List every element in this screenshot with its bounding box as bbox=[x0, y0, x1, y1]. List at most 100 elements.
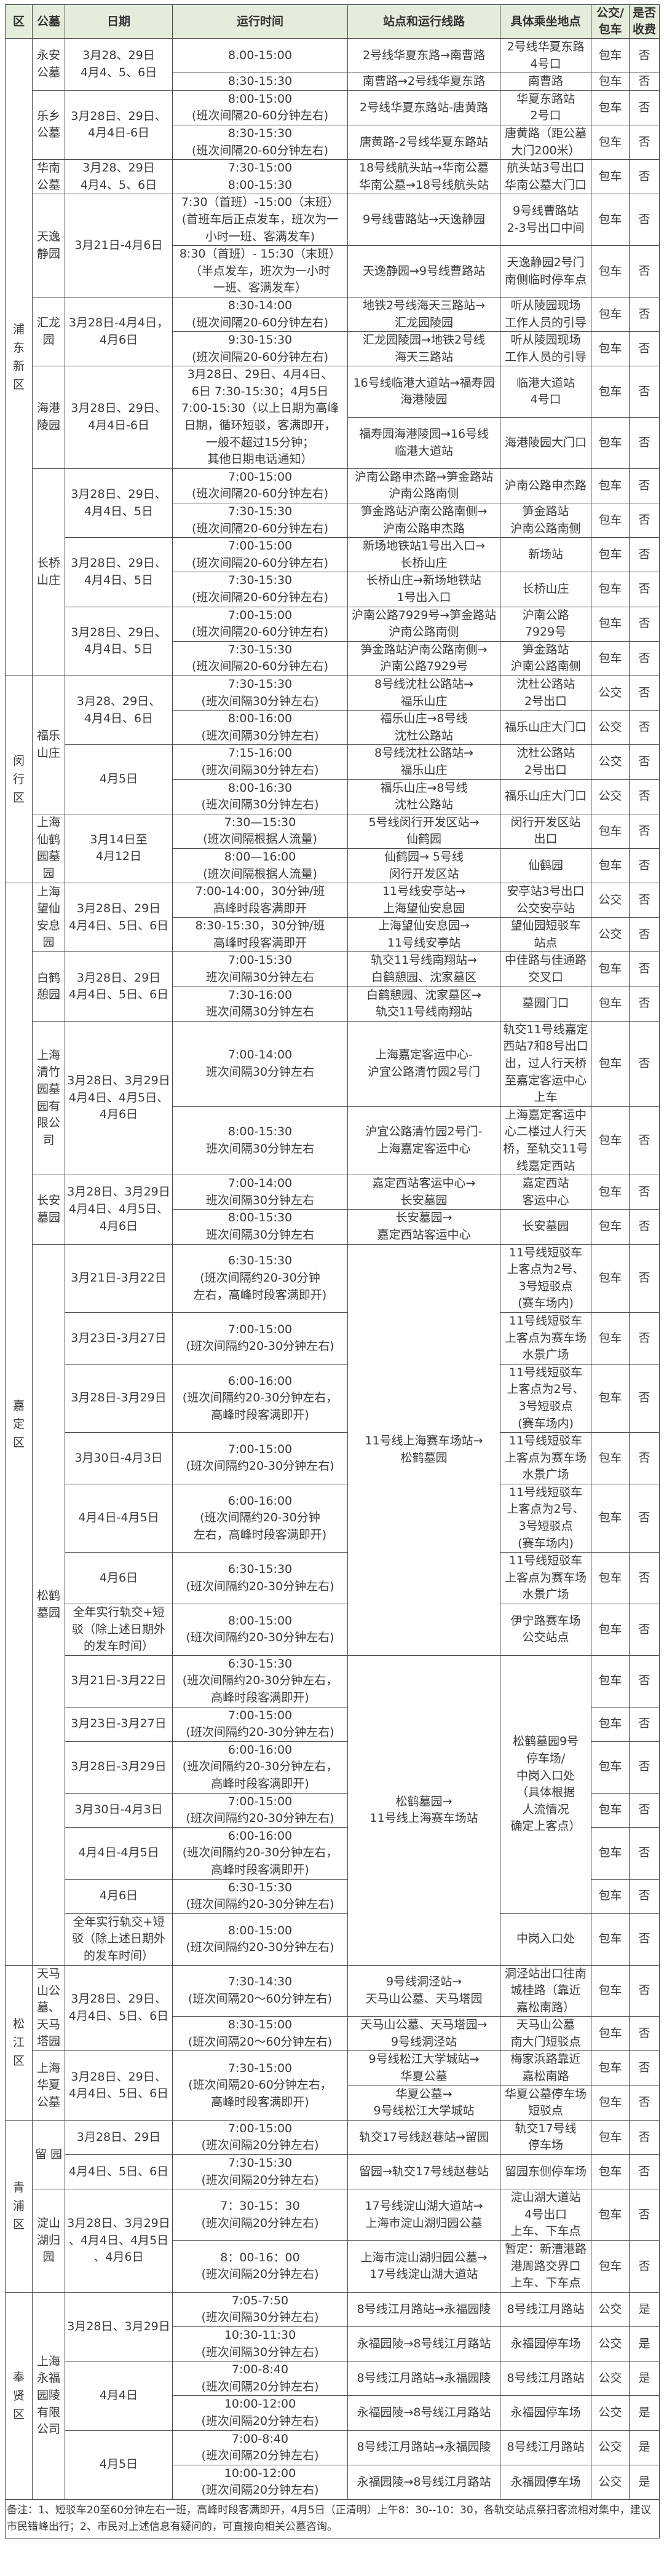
pickup-location-cell: 华夏公墓停车场 短驳点 bbox=[500, 2085, 591, 2121]
fee-cell: 否 bbox=[629, 1878, 660, 1914]
vehicle-type-cell: 包车 bbox=[591, 2154, 630, 2190]
route-cell: 16号线临港大道站→福寿园 海港陵园 bbox=[347, 366, 500, 418]
fee-cell: 否 bbox=[629, 37, 660, 74]
vehicle-type-cell: 包车 bbox=[591, 1878, 630, 1914]
pickup-location-cell: 望仙园短驳车 站点 bbox=[500, 917, 591, 953]
fee-cell: 否 bbox=[629, 503, 660, 538]
route-cell: 8号线江月路站→永福园陵 bbox=[347, 2291, 500, 2327]
pickup-location-cell: 永福园停车场 bbox=[500, 2395, 591, 2431]
fee-cell: 否 bbox=[629, 2154, 660, 2190]
fee-cell: 否 bbox=[629, 951, 660, 987]
route-cell: 8号线沈杜公路站→ 福乐山庄 bbox=[347, 744, 500, 780]
table-row: 上海清竹园墓园有限公司 3月28日、3月29日 4月4日、4月5日、 4月6日 7:… bbox=[6, 1020, 660, 1176]
cemetery-cell: 上海望仙安息园 bbox=[32, 883, 65, 953]
vehicle-type-cell: 包车 bbox=[591, 1020, 630, 1107]
time-cell: 7:30-15:30 (班次间隔20-60分钟左右) bbox=[172, 572, 348, 607]
route-cell: 9号线洞泾站→ 天马山公墓、天马塔园 bbox=[347, 1964, 500, 2017]
vehicle-type-cell: 包车 bbox=[591, 2016, 630, 2052]
date-cell: 3月28日-3月29日 bbox=[65, 1741, 173, 1794]
vehicle-type-cell: 公交 bbox=[591, 917, 630, 953]
time-cell: 8:30（首班）- 15:30（末班） （半点发车，班次为一小时 一班、客满发车… bbox=[172, 245, 348, 297]
time-cell: 6:00-16:00 (班次间隔约20-30分钟 左右，高峰时段客满即开) bbox=[172, 1483, 348, 1553]
time-cell: 7：30-15：30 (班次间隔20分钟左右) bbox=[172, 2189, 348, 2241]
table-row: 8:00-16:00 (班次间隔30分钟左右) 福乐山庄→8号线 沈杜公路站 福乐山… bbox=[6, 710, 660, 746]
vehicle-type-cell: 包车 bbox=[591, 1209, 630, 1245]
time-cell: 7:30-15:30 (班次间隔20-60分钟左右) bbox=[172, 640, 348, 676]
district-label: 嘉定区 bbox=[13, 1398, 25, 1449]
table-row: 汇龙园 3月28日-4月4日， 4月6日 8:30-14:00 (班次间隔20-60… bbox=[6, 296, 660, 367]
time-cell: 7:30-15:30 (班次间隔30分钟左右) bbox=[172, 675, 348, 711]
route-cell: 2号线华夏东路站-唐黄路 bbox=[347, 90, 500, 125]
date-cell: 全年实行轨交+短 驳（除上述日期外 的发车时间） bbox=[65, 1913, 173, 1966]
fee-cell: 否 bbox=[629, 2240, 660, 2293]
table-header-row: 区 公墓 日期 运行时间 站点和运行线路 具体乘坐地点 公交/ 包车 是否 收费 bbox=[5, 4, 660, 39]
time-cell: 3月28日、29日、4月4日、 6日 7:30-15:30；4月5日 7:00-… bbox=[172, 366, 348, 469]
vehicle-type-cell: 公交 bbox=[591, 2291, 630, 2327]
time-cell: 7:30-16:00 班次间隔30分钟左右 bbox=[172, 986, 348, 1022]
header-cemetery: 公墓 bbox=[32, 4, 65, 39]
route-cell: 5号线闵行开发区站→ 仙鹤园 bbox=[347, 813, 500, 849]
time-cell: 7:00-8:40 (班次间隔20分钟左右) bbox=[172, 2430, 348, 2465]
fee-cell: 否 bbox=[629, 1792, 660, 1828]
pickup-location-cell: 福乐山庄大门口 bbox=[500, 710, 591, 746]
fee-cell: 否 bbox=[629, 331, 660, 367]
pickup-location-cell: 11号线短驳车 上客点为赛车场 水景广场 bbox=[500, 1432, 591, 1484]
fee-cell: 否 bbox=[629, 159, 660, 195]
table-row: 全年实行轨交+短 驳（除上述日期外 的发车时间） 8:00-15:00 (班次间隔… bbox=[6, 1604, 660, 1656]
date-cell: 4月5日 bbox=[65, 2430, 173, 2500]
table-row: 闵行区 福乐山庄 3月28、29日、 4月4日、6日 7:30-15:30 (班次间隔… bbox=[5, 675, 660, 884]
district-cell: 松江区 bbox=[5, 1964, 33, 2121]
time-cell: 7:00-15:00 (班次间隔20-60分钟左右) bbox=[172, 606, 348, 642]
date-cell: 4月4日-4月5日 bbox=[65, 1483, 173, 1553]
table-row: 浦东新区 永安公墓 3月28、29日 4月4、5、6日 8.00-15:00 2号线华夏… bbox=[5, 37, 660, 676]
vehicle-type-cell: 包车 bbox=[591, 1483, 630, 1553]
pickup-location-cell: 嘉定西站 客运中心 bbox=[500, 1175, 591, 1210]
pickup-location-cell: 轨交11号线嘉定 西站7和8号出口 出，过人行天桥 至嘉定客运中心 上车 bbox=[500, 1020, 591, 1107]
pickup-location-cell: 新场站 bbox=[500, 537, 591, 573]
table-row: 3月23日-3月27日 7:00-15:00 (班次间隔约20-30分钟左右) 包车… bbox=[6, 1706, 660, 1742]
cemetery-cell: 白鹤憩园 bbox=[32, 951, 65, 1022]
vehicle-type-cell: 公交 bbox=[591, 675, 630, 711]
vehicle-type-cell: 包车 bbox=[591, 194, 630, 246]
table-row: 10:00-12:00 (班次间隔20分钟左右) 永福园陵→8号线江月路站 永福园停… bbox=[6, 2395, 660, 2431]
route-cell: 华夏公墓→ 9号线松江大学城站 bbox=[347, 2085, 500, 2121]
pickup-location-cell: 伊宁路赛车场 公交站点 bbox=[500, 1604, 591, 1656]
fee-cell: 是 bbox=[629, 2326, 660, 2362]
time-cell: 8:00-15:00 (班次间隔约20-30分钟左右) bbox=[172, 1913, 348, 1966]
vehicle-type-cell: 包车 bbox=[591, 1655, 630, 1707]
time-cell: 8:30-14:00 (班次间隔20-60分钟左右) bbox=[172, 296, 348, 333]
pickup-location-cell: 天马山公墓 南大门短驳点 bbox=[500, 2016, 591, 2052]
table-row: 4月5日 7:00-8:40 (班次间隔20分钟左右) 8号线江月路站→永福园陵 8号… bbox=[6, 2430, 660, 2500]
cemetery-cell: 留 园 bbox=[32, 2119, 65, 2190]
cemetery-cell: 长安墓园 bbox=[32, 1175, 65, 1245]
pickup-location-cell: 天逸静园2号门 南侧临时停车点 bbox=[500, 245, 591, 297]
cemetery-cell: 华南公墓 bbox=[32, 159, 65, 195]
shuttle-schedule: 区 公墓 日期 运行时间 站点和运行线路 具体乘坐地点 公交/ 包车 是否 收费… bbox=[5, 4, 660, 2539]
time-cell: 10:00-12:00 (班次间隔20分钟左右) bbox=[172, 2464, 348, 2500]
cemetery-cell: 上海永福园陵有限公司 bbox=[32, 2291, 65, 2500]
table-row: 3月28日、29日、 4月4日、5日 7:00-15:00 (班次间隔20-60分… bbox=[6, 606, 660, 676]
district-label: 青浦区 bbox=[13, 2181, 25, 2232]
pickup-location-cell: 松鹤墓园9号 停车场/ 中岗入口处 （具体根据 人流情况 确定上客点） bbox=[500, 1655, 591, 1914]
fee-cell: 否 bbox=[629, 1655, 660, 1707]
table-row: 3月21日-3月22日 6:30-15:30 (班次间隔约20-30分钟左右， 高… bbox=[6, 1655, 660, 1966]
district-cell: 奉贤区 bbox=[5, 2291, 33, 2500]
date-cell: 3月28日、29日、 4月4日、5日 bbox=[65, 537, 173, 607]
header-dates: 日期 bbox=[65, 4, 173, 39]
vehicle-type-cell: 包车 bbox=[591, 1827, 630, 1880]
route-cell: 白鹤憩园、沈家墓区→ 轨交11号线南翔站 bbox=[347, 986, 500, 1022]
vehicle-type-cell: 包车 bbox=[591, 1175, 630, 1210]
vehicle-type-cell: 包车 bbox=[591, 1913, 630, 1966]
cemetery-cell: 长桥山庄 bbox=[32, 468, 65, 676]
pickup-location-cell: 永福园停车场 bbox=[500, 2326, 591, 2362]
vehicle-type-cell: 包车 bbox=[591, 986, 630, 1022]
pickup-location-cell: 唐黄路（距公墓 大门200米） bbox=[500, 124, 591, 160]
pickup-location-cell: 航头站3号出口 华南公墓大门口 bbox=[500, 159, 591, 195]
fee-cell: 否 bbox=[629, 675, 660, 711]
time-cell: 8:00-16:30 (班次间隔30分钟左右) bbox=[172, 779, 348, 814]
fee-cell: 否 bbox=[629, 640, 660, 676]
pickup-location-cell: 暂定：新漕港路 港周路交界口 上车、下车点 bbox=[500, 2240, 591, 2293]
date-cell: 3月28日、29日、 4月4日、5日 bbox=[65, 606, 173, 676]
vehicle-type-cell: 包车 bbox=[591, 537, 630, 573]
fee-cell: 否 bbox=[629, 73, 660, 91]
